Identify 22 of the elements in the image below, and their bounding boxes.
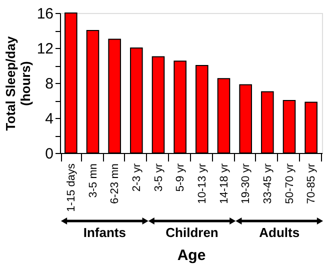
y-tick-label: 12 (36, 40, 54, 58)
text: Children (166, 225, 218, 240)
text: Infants (83, 225, 126, 240)
x-tick-label: 19-30 yr (240, 163, 252, 204)
y-tick-label: 0 (45, 146, 54, 162)
x-tick-label: 5-9 yr (174, 163, 187, 192)
x-tick-label: 14-18 yr (218, 163, 230, 204)
y-axis-title: Total Sleep/day (hours) (2, 36, 33, 131)
x-tick-label: 50-70 yr (284, 163, 296, 204)
x-tick-label: 70-85 yr (306, 163, 318, 204)
x-tick-label: 6-23 mn (109, 164, 122, 204)
x-tick-label: 3-5 mn (87, 164, 100, 198)
text: Adults (259, 225, 300, 240)
y-tick-label: 8 (45, 76, 54, 92)
x-tick-label: 1-15 days (65, 163, 78, 212)
x-axis-title: Age (177, 246, 206, 264)
y-tick-label: 16 (36, 6, 54, 22)
x-tick-label: 3-5 yr (152, 163, 165, 192)
x-tick-label: 10-13 yr (196, 163, 208, 204)
y-tick-label: 4 (45, 110, 54, 128)
x-tick-label: 2-3 yr (130, 163, 143, 192)
x-tick-label: 33-45 yr (262, 163, 274, 204)
